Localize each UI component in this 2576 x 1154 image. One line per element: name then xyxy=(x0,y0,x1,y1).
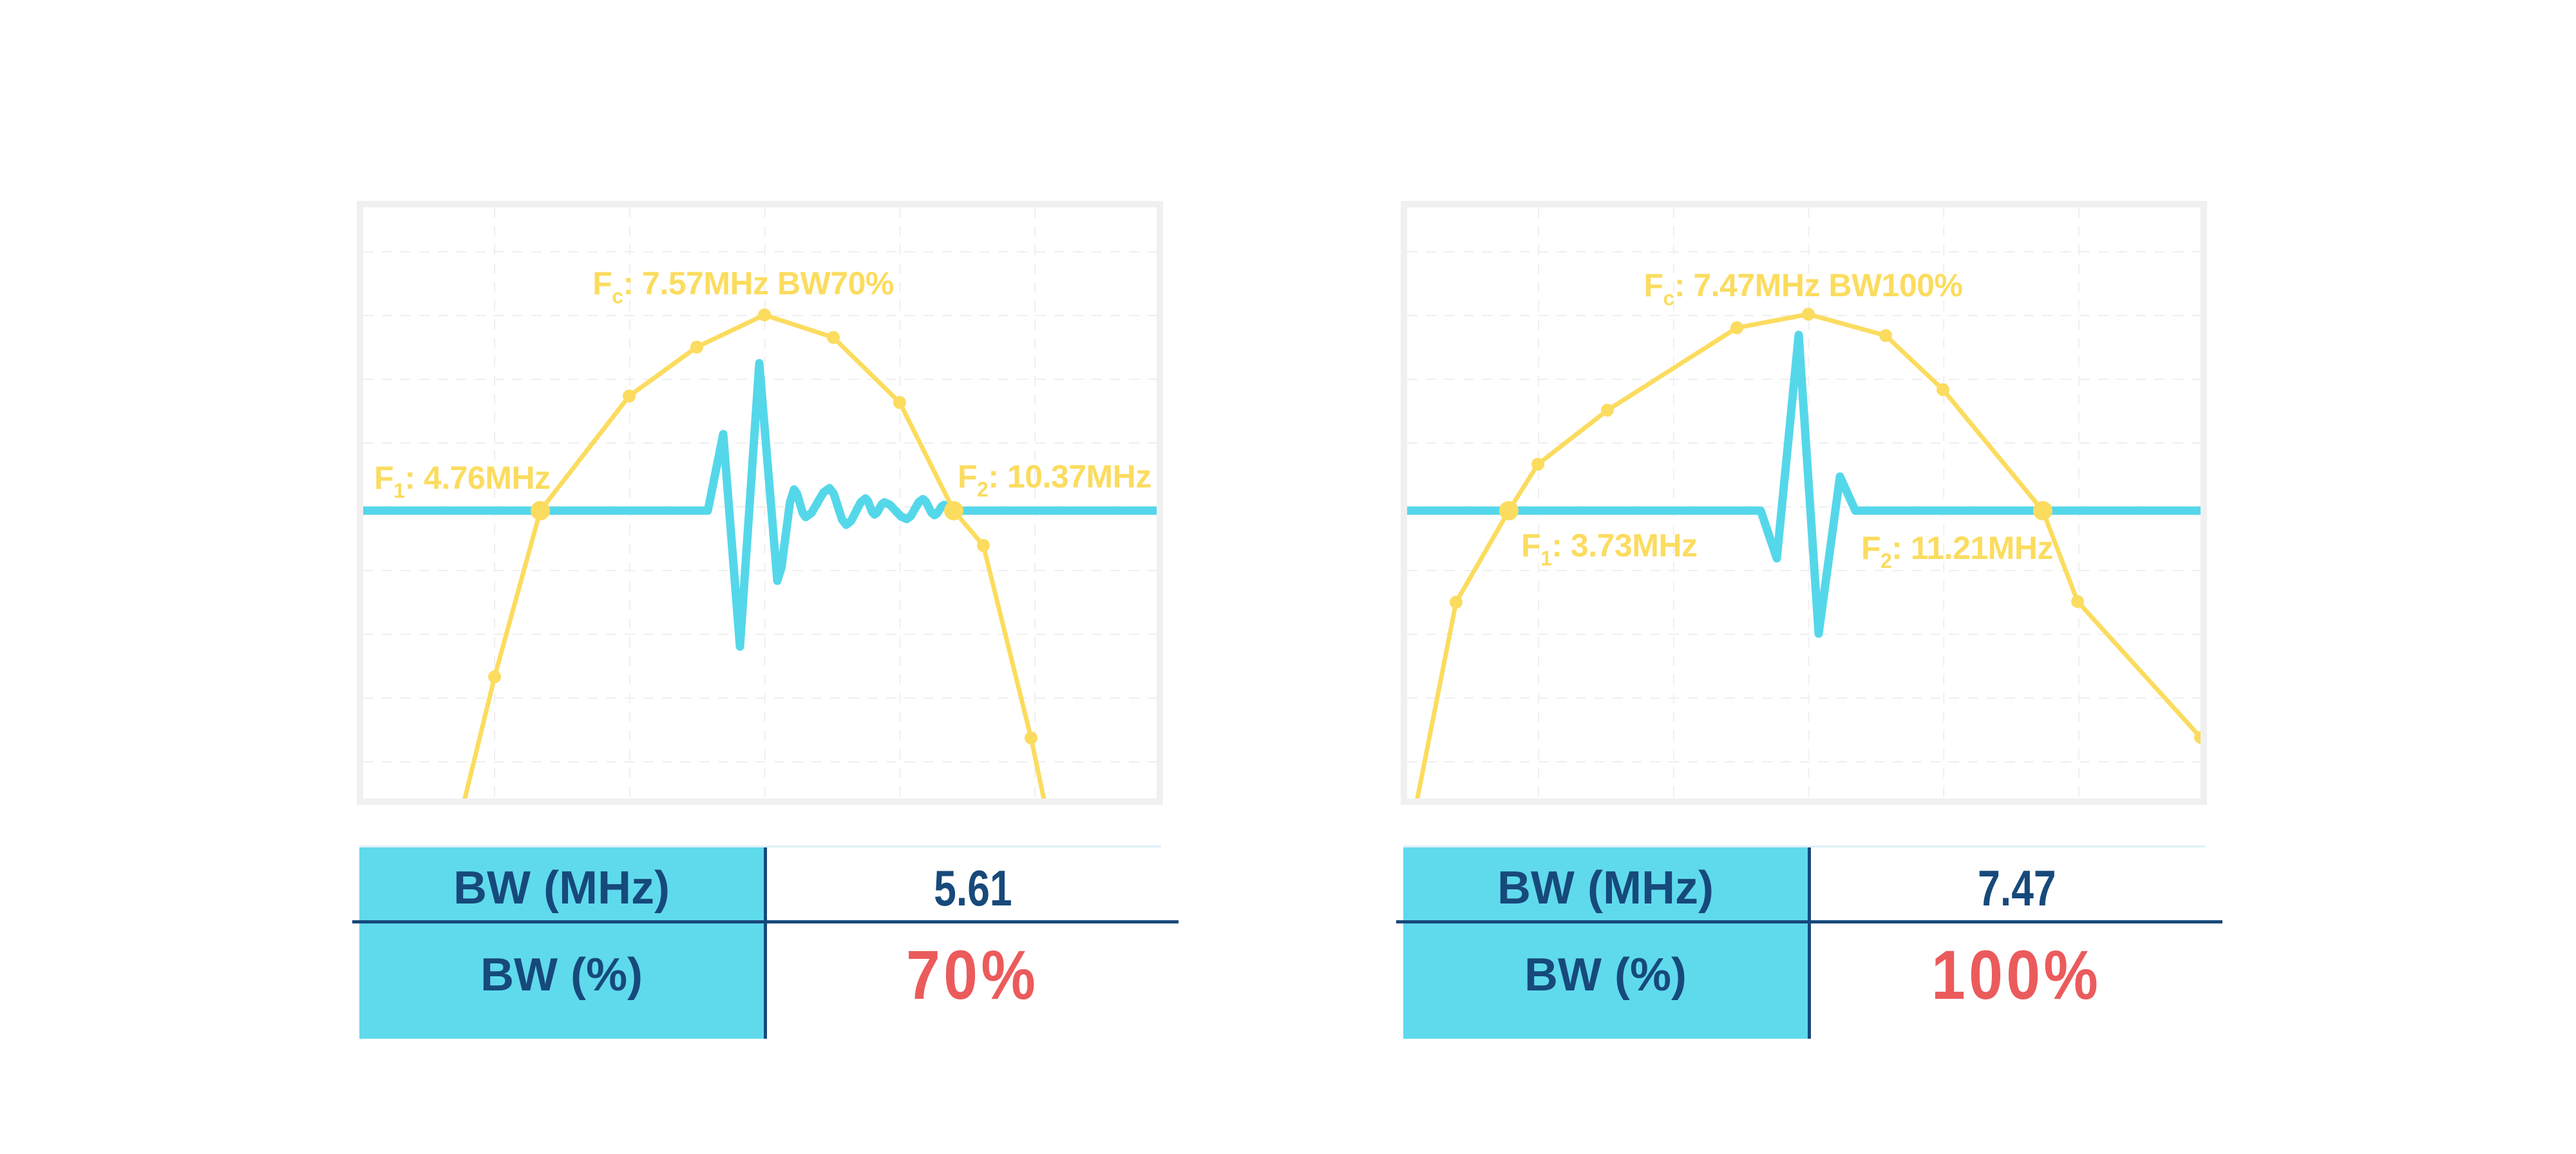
plot-frame xyxy=(357,201,1163,805)
table-value-text: 5.61 xyxy=(933,859,1012,916)
spectrum-point-marker xyxy=(826,330,840,344)
table-row-separator xyxy=(1396,920,2222,923)
table-column-separator xyxy=(1808,847,1811,1039)
table-column-separator xyxy=(764,847,767,1039)
table-label-bw-percent: BW (%) xyxy=(359,923,764,1026)
spectrum-point-marker xyxy=(976,539,990,553)
annotation-f1: F1: 4.76MHz xyxy=(374,460,550,502)
table-value-text: 7.47 xyxy=(1977,859,2056,916)
spectrum-point-marker xyxy=(488,670,502,683)
annotation-f2: F2: 10.37MHz xyxy=(958,459,1151,501)
spectrum-line xyxy=(1415,312,2201,799)
spectrum-markers xyxy=(1450,307,2207,744)
table-value-bw-percent: 70% xyxy=(767,923,1179,1026)
annotation-f2: F2: 11.21MHz xyxy=(1861,530,2053,572)
table-value-bw-mhz: 7.47 xyxy=(1811,847,2222,920)
spectrum-point-marker xyxy=(893,396,906,410)
table-label-text: BW (%) xyxy=(480,949,643,1001)
spectrum-point-marker xyxy=(622,390,636,403)
bandwidth-crossing-marker xyxy=(1499,501,1519,521)
annotation-f1: F1: 3.73MHz xyxy=(1521,527,1697,570)
table-value-text: 100% xyxy=(1931,936,2102,1014)
pulse-waveform-line xyxy=(363,359,1157,651)
plot-background xyxy=(1401,201,2207,805)
chart-bw100: Fc: 7.47MHz BW100% F1: 3.73MHz F2: 11.21MH… xyxy=(1401,201,2207,805)
spectrum-point-marker xyxy=(1730,321,1744,334)
table-label-column-background xyxy=(359,847,764,1039)
table-value-bw-mhz: 5.61 xyxy=(767,847,1179,920)
chart-bw70: Fc: 7.57MHz BW70% F1: 4.76MHz F2: 10.37MHz xyxy=(357,201,1163,805)
annotation-fc: Fc: 7.57MHz BW70% xyxy=(592,265,894,308)
plot-frame xyxy=(1401,201,2207,805)
bandwidth-crossing-marker xyxy=(530,501,550,521)
spectrum-point-marker xyxy=(1024,731,1037,744)
table-label-column-background xyxy=(1403,847,1808,1039)
spectrum-point-marker xyxy=(1879,329,1893,343)
table-value-bw-percent: 100% xyxy=(1811,923,2222,1026)
table-label-bw-mhz: BW (MHz) xyxy=(359,847,764,920)
table-top-border xyxy=(359,846,1161,847)
curves xyxy=(363,312,1157,799)
table-label-bw-percent: BW (%) xyxy=(1403,923,1808,1026)
spectrum-markers xyxy=(488,308,1037,744)
spectrum-point-marker xyxy=(1936,383,1949,397)
pulse-waveform-line xyxy=(1407,330,2201,638)
spectrum-line xyxy=(462,312,1046,799)
spectrum-point-marker xyxy=(690,341,703,354)
spectrum-point-marker xyxy=(1802,307,1815,321)
spectrum-point-marker xyxy=(2071,595,2085,609)
table-label-text: BW (%) xyxy=(1524,949,1687,1001)
spectrum-point-marker xyxy=(1600,403,1614,417)
spectrum-point-marker xyxy=(1531,457,1545,471)
bandwidth-crossing-marker xyxy=(943,501,963,521)
bandwidth-crossing-marker xyxy=(2032,501,2052,521)
curves xyxy=(1407,312,2201,799)
table-label-text: BW (MHz) xyxy=(1497,862,1714,914)
panel-bw100: Fc: 7.47MHz BW100% F1: 3.73MHz F2: 11.21MH… xyxy=(1396,0,2222,1154)
table-top-border xyxy=(1403,846,2205,847)
annotation-fc: Fc: 7.47MHz BW100% xyxy=(1643,267,1962,310)
table-value-text: 70% xyxy=(906,936,1039,1014)
table-label-text: BW (MHz) xyxy=(453,862,670,914)
table-label-bw-mhz: BW (MHz) xyxy=(1403,847,1808,920)
spectrum-point-marker xyxy=(758,308,772,321)
spectrum-point-marker xyxy=(1450,596,1463,609)
table-row-separator xyxy=(352,920,1179,923)
panel-bw70: Fc: 7.57MHz BW70% F1: 4.76MHz F2: 10.37MHz… xyxy=(352,0,1179,1154)
plot-background xyxy=(357,201,1163,805)
